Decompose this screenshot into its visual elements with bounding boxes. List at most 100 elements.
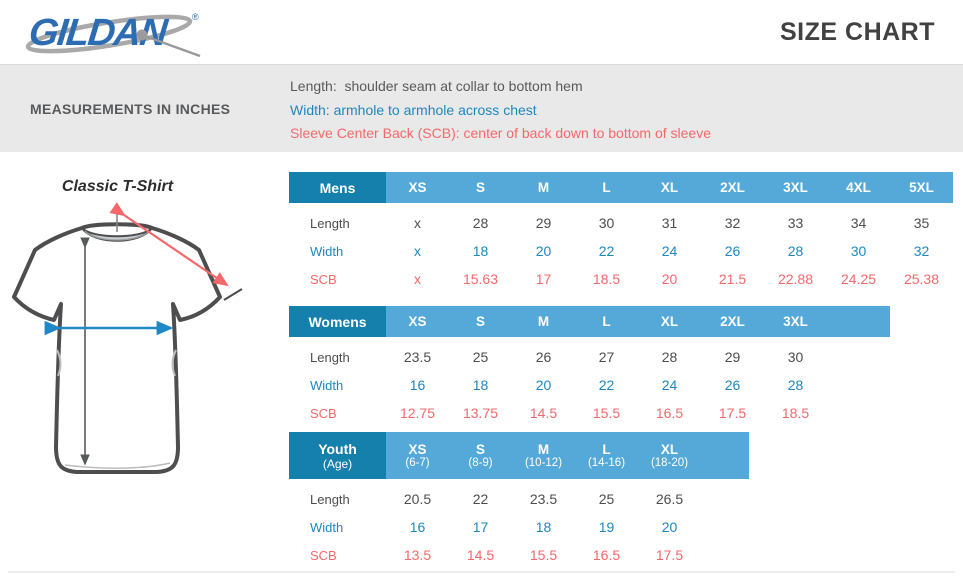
measurement-value: 16 bbox=[409, 377, 426, 393]
measurement-value: x bbox=[414, 243, 421, 259]
size-column-header: XS bbox=[408, 180, 427, 195]
measurement-value: 24.25 bbox=[840, 271, 877, 287]
gildan-logo: GILDAN ® bbox=[24, 6, 214, 58]
measurement-row-scb: SCB 12.75 13.75 14.5 15.5 16.5 17.5 18.5 bbox=[289, 399, 963, 427]
mens-size-table: Mens XS S M L XL 2XL 3XL 4XL 5XL Length x 28 29 30 31… bbox=[289, 172, 963, 293]
measurement-value: 20 bbox=[535, 377, 552, 393]
measurement-value: 12.75 bbox=[399, 405, 436, 421]
youth-rows: Length 20.5 22 23.5 25 26.5 Width 16 17 18 19 20 SCB… bbox=[289, 479, 963, 569]
measurement-row-scb: SCB x 15.63 17 18.5 20 21.5 22.88 24.25 25.38 bbox=[289, 265, 963, 293]
measurement-value: 31 bbox=[661, 215, 678, 231]
measurement-row-width: Width 16 17 18 19 20 bbox=[289, 513, 963, 541]
measurement-value: 13.5 bbox=[403, 547, 432, 563]
measurement-value: 24 bbox=[661, 243, 678, 259]
measurements-label: MEASUREMENTS IN INCHES bbox=[30, 100, 231, 117]
measurement-value: 17.5 bbox=[718, 405, 747, 421]
page-title: SIZE CHART bbox=[780, 18, 935, 46]
size-tables: Mens XS S M L XL 2XL 3XL 4XL 5XL Length x 28 29 30 31… bbox=[289, 172, 963, 569]
size-column-header: XS bbox=[408, 314, 427, 329]
measurement-value: 34 bbox=[850, 215, 867, 231]
measurement-value: 29 bbox=[535, 215, 552, 231]
measurement-row-length: Length 20.5 22 23.5 25 26.5 bbox=[289, 485, 963, 513]
measurement-value: 21.5 bbox=[718, 271, 747, 287]
measurement-value: 25 bbox=[472, 349, 489, 365]
table-name-sub: (Age) bbox=[322, 456, 353, 471]
table-name: Youth bbox=[318, 440, 357, 457]
size-column-header: M bbox=[537, 314, 550, 329]
size-column-header: S (8-9) bbox=[468, 441, 493, 469]
measurement-value: 22 bbox=[598, 377, 615, 393]
measurement-value: 20 bbox=[535, 243, 552, 259]
measurement-value: 30 bbox=[850, 243, 867, 259]
measurement-value: 13.75 bbox=[462, 405, 499, 421]
measurement-value: 15.5 bbox=[529, 547, 558, 563]
registered-mark: ® bbox=[192, 12, 199, 22]
row-label: Width bbox=[310, 243, 344, 259]
measurement-value: 19 bbox=[598, 519, 615, 535]
measurement-value: 29 bbox=[724, 349, 741, 365]
size-column-header: XS (6-7) bbox=[405, 441, 430, 469]
tshirt-illustration bbox=[12, 202, 243, 474]
measurement-row-scb: SCB 13.5 14.5 15.5 16.5 17.5 bbox=[289, 541, 963, 569]
measurement-value: 18 bbox=[535, 519, 552, 535]
youth-size-table: Youth (Age) XS (6-7) S (8-9) M (10-12) L (14-16… bbox=[289, 432, 963, 569]
row-label: Length bbox=[310, 349, 350, 365]
product-title: Classic T-Shirt bbox=[61, 178, 174, 195]
measurement-value: 22.88 bbox=[777, 271, 814, 287]
measurement-value: 33 bbox=[787, 215, 804, 231]
measurement-value: 14.5 bbox=[466, 547, 495, 563]
measurement-value: 26 bbox=[535, 349, 552, 365]
measurement-value: x bbox=[414, 271, 421, 287]
size-column-header: L bbox=[602, 314, 611, 329]
womens-header-label: Womens bbox=[289, 306, 386, 337]
table-name: Womens bbox=[308, 313, 367, 330]
womens-header-row: Womens XS S M L XL 2XL 3XL bbox=[289, 306, 963, 337]
row-label: Width bbox=[310, 519, 344, 535]
row-label: SCB bbox=[310, 271, 337, 287]
measurement-row-length: Length 23.5 25 26 27 28 29 30 bbox=[289, 343, 963, 371]
size-column-header: 3XL bbox=[783, 314, 808, 329]
sleeve-tick-icon bbox=[223, 288, 243, 301]
measurement-value: 18 bbox=[472, 243, 489, 259]
size-column-header: XL bbox=[660, 180, 679, 195]
measurement-value: 22 bbox=[598, 243, 615, 259]
youth-header-row: Youth (Age) XS (6-7) S (8-9) M (10-12) L (14-16… bbox=[289, 432, 963, 479]
measurement-value: 27 bbox=[598, 349, 615, 365]
measurement-value: 20.5 bbox=[403, 491, 432, 507]
measurement-value: 23.5 bbox=[529, 491, 558, 507]
size-column-header: L bbox=[602, 180, 611, 195]
measurement-value: 28 bbox=[661, 349, 678, 365]
measurement-value: 26 bbox=[724, 377, 741, 393]
measurement-value: 32 bbox=[913, 243, 930, 259]
womens-size-columns: XS S M L XL 2XL 3XL bbox=[386, 306, 890, 337]
size-column-header: 5XL bbox=[909, 180, 934, 195]
measurement-value: 18 bbox=[472, 377, 489, 393]
measurement-value: 28 bbox=[787, 243, 804, 259]
row-label: SCB bbox=[310, 547, 337, 563]
row-label: Length bbox=[310, 215, 350, 231]
size-column-header: L (14-16) bbox=[587, 441, 626, 469]
measurement-value: 28 bbox=[787, 377, 804, 393]
size-column-header: S bbox=[475, 314, 485, 329]
page-header: GILDAN ® SIZE CHART bbox=[0, 0, 963, 64]
size-column-header: 2XL bbox=[720, 314, 745, 329]
measurement-definitions: Length: shoulder seam at collar to botto… bbox=[290, 75, 711, 146]
row-label: SCB bbox=[310, 405, 337, 421]
measurement-value: 17 bbox=[535, 271, 552, 287]
measurement-value: 22 bbox=[472, 491, 489, 507]
measurement-value: 26.5 bbox=[655, 491, 684, 507]
size-column-header: M bbox=[537, 180, 550, 195]
size-column-header: 3XL bbox=[783, 180, 808, 195]
measurement-value: 15.5 bbox=[592, 405, 621, 421]
measurement-value: 18.5 bbox=[592, 271, 621, 287]
womens-size-table: Womens XS S M L XL 2XL 3XL Length 23.5 25 26 27 28 2… bbox=[289, 306, 963, 427]
bottom-divider bbox=[8, 571, 955, 573]
womens-rows: Length 23.5 25 26 27 28 29 30 Width 16 18 20 22 24 26 2… bbox=[289, 337, 963, 427]
measurement-value: 16.5 bbox=[592, 547, 621, 563]
mens-size-columns: XS S M L XL 2XL 3XL 4XL 5XL bbox=[386, 172, 953, 203]
size-column-header: XL (18-20) bbox=[650, 441, 689, 469]
measurement-value: 16 bbox=[409, 519, 426, 535]
length-definition: Length: shoulder seam at collar to botto… bbox=[290, 78, 583, 94]
size-column-header: 2XL bbox=[720, 180, 745, 195]
size-column-header: M (10-12) bbox=[524, 441, 563, 469]
